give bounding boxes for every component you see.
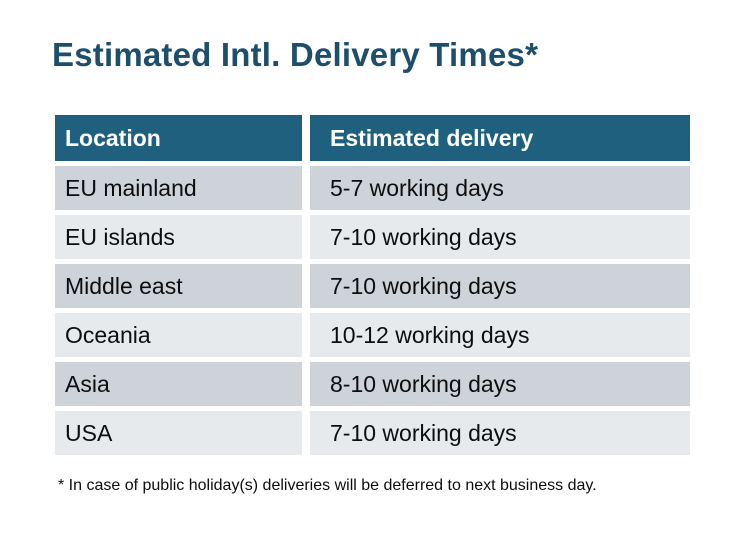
location-cell: USA	[55, 411, 302, 455]
table-body: EU mainland 5-7 working days EU islands 7-1…	[55, 166, 690, 455]
column-header-location: Location	[55, 115, 302, 161]
table-row: EU mainland 5-7 working days	[55, 166, 690, 210]
delivery-cell: 7-10 working days	[310, 215, 690, 259]
footnote: * In case of public holiday(s) deliverie…	[58, 477, 597, 494]
location-cell: Oceania	[55, 313, 302, 357]
location-cell: EU islands	[55, 215, 302, 259]
table-row: Asia 8-10 working days	[55, 362, 690, 406]
page-title: Estimated Intl. Delivery Times*	[52, 36, 539, 73]
location-cell: Middle east	[55, 264, 302, 308]
table-header-row: Location Estimated delivery	[55, 115, 690, 161]
location-cell: EU mainland	[55, 166, 302, 210]
table-row: Oceania 10-12 working days	[55, 313, 690, 357]
delivery-cell: 7-10 working days	[310, 264, 690, 308]
location-cell: Asia	[55, 362, 302, 406]
delivery-cell: 7-10 working days	[310, 411, 690, 455]
table-row: EU islands 7-10 working days	[55, 215, 690, 259]
column-header-estimated-delivery: Estimated delivery	[310, 115, 690, 161]
delivery-cell: 5-7 working days	[310, 166, 690, 210]
delivery-cell: 8-10 working days	[310, 362, 690, 406]
table-row: USA 7-10 working days	[55, 411, 690, 455]
delivery-cell: 10-12 working days	[310, 313, 690, 357]
delivery-times-table: Location Estimated delivery EU mainland 5…	[55, 115, 690, 460]
table-row: Middle east 7-10 working days	[55, 264, 690, 308]
